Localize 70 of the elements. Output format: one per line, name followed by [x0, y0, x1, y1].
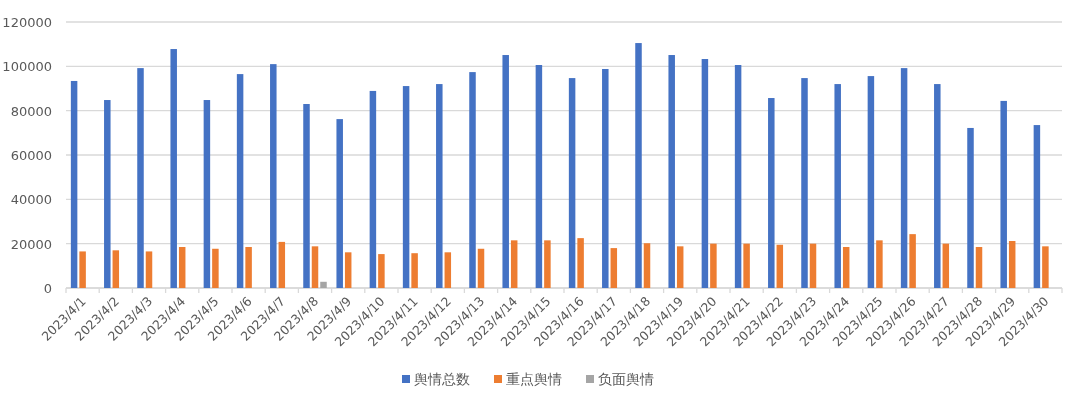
bar [710, 243, 717, 288]
bar [867, 76, 875, 288]
bar [1033, 125, 1041, 288]
bar [568, 78, 576, 288]
bar [834, 84, 841, 288]
bar [934, 84, 941, 288]
y-tick-label: 40000 [10, 192, 52, 208]
y-tick-label: 100000 [2, 59, 52, 75]
bar [643, 243, 651, 288]
y-tick-label: 120000 [2, 15, 52, 30]
bar [170, 49, 177, 288]
bar [900, 68, 908, 288]
bar [876, 240, 883, 288]
legend-label: 负面舆情 [598, 371, 654, 387]
y-tick-label: 60000 [10, 148, 52, 163]
bar [610, 248, 618, 288]
bar [1008, 241, 1016, 288]
bar [402, 86, 410, 288]
bar [303, 104, 310, 288]
bar [236, 74, 244, 288]
bar [411, 253, 418, 288]
bar [668, 55, 675, 288]
bar [70, 80, 78, 288]
bar [270, 64, 277, 288]
bar [369, 90, 377, 288]
bar [444, 252, 452, 288]
bar [676, 246, 684, 288]
bar [734, 65, 742, 288]
bar [909, 234, 916, 288]
bar [809, 243, 817, 288]
bar [635, 43, 642, 288]
legend-label: 舆情总数 [414, 371, 470, 387]
bar [602, 68, 609, 288]
bar [942, 243, 950, 288]
bar [104, 100, 111, 288]
bar [1042, 246, 1049, 288]
bar [801, 78, 808, 288]
bar [1000, 100, 1007, 288]
bar [378, 254, 385, 288]
bar [112, 250, 120, 288]
bar [311, 246, 319, 288]
bar [577, 238, 584, 288]
bar [535, 65, 543, 288]
bar [245, 246, 252, 288]
bar [336, 119, 343, 288]
y-tick-label: 80000 [10, 103, 52, 119]
bar [278, 241, 286, 288]
bar [212, 248, 219, 288]
bar [79, 251, 86, 288]
bar [145, 251, 153, 288]
bar [967, 127, 974, 288]
bar [344, 252, 352, 288]
y-tick-label: 20000 [10, 236, 52, 252]
bar [842, 246, 850, 288]
bar [776, 244, 784, 288]
y-tick-label: 0 [43, 281, 52, 296]
bar [544, 240, 551, 288]
legend-label: 重点舆情 [506, 371, 562, 387]
bar [436, 84, 443, 288]
bar [975, 246, 983, 288]
bar [469, 72, 476, 288]
bar [701, 59, 709, 288]
bar [477, 248, 485, 288]
bar [510, 240, 518, 288]
bar [203, 100, 211, 288]
bar [502, 55, 509, 288]
bar [178, 246, 186, 288]
bar [768, 98, 775, 288]
bar [137, 68, 144, 288]
bar [743, 243, 750, 288]
